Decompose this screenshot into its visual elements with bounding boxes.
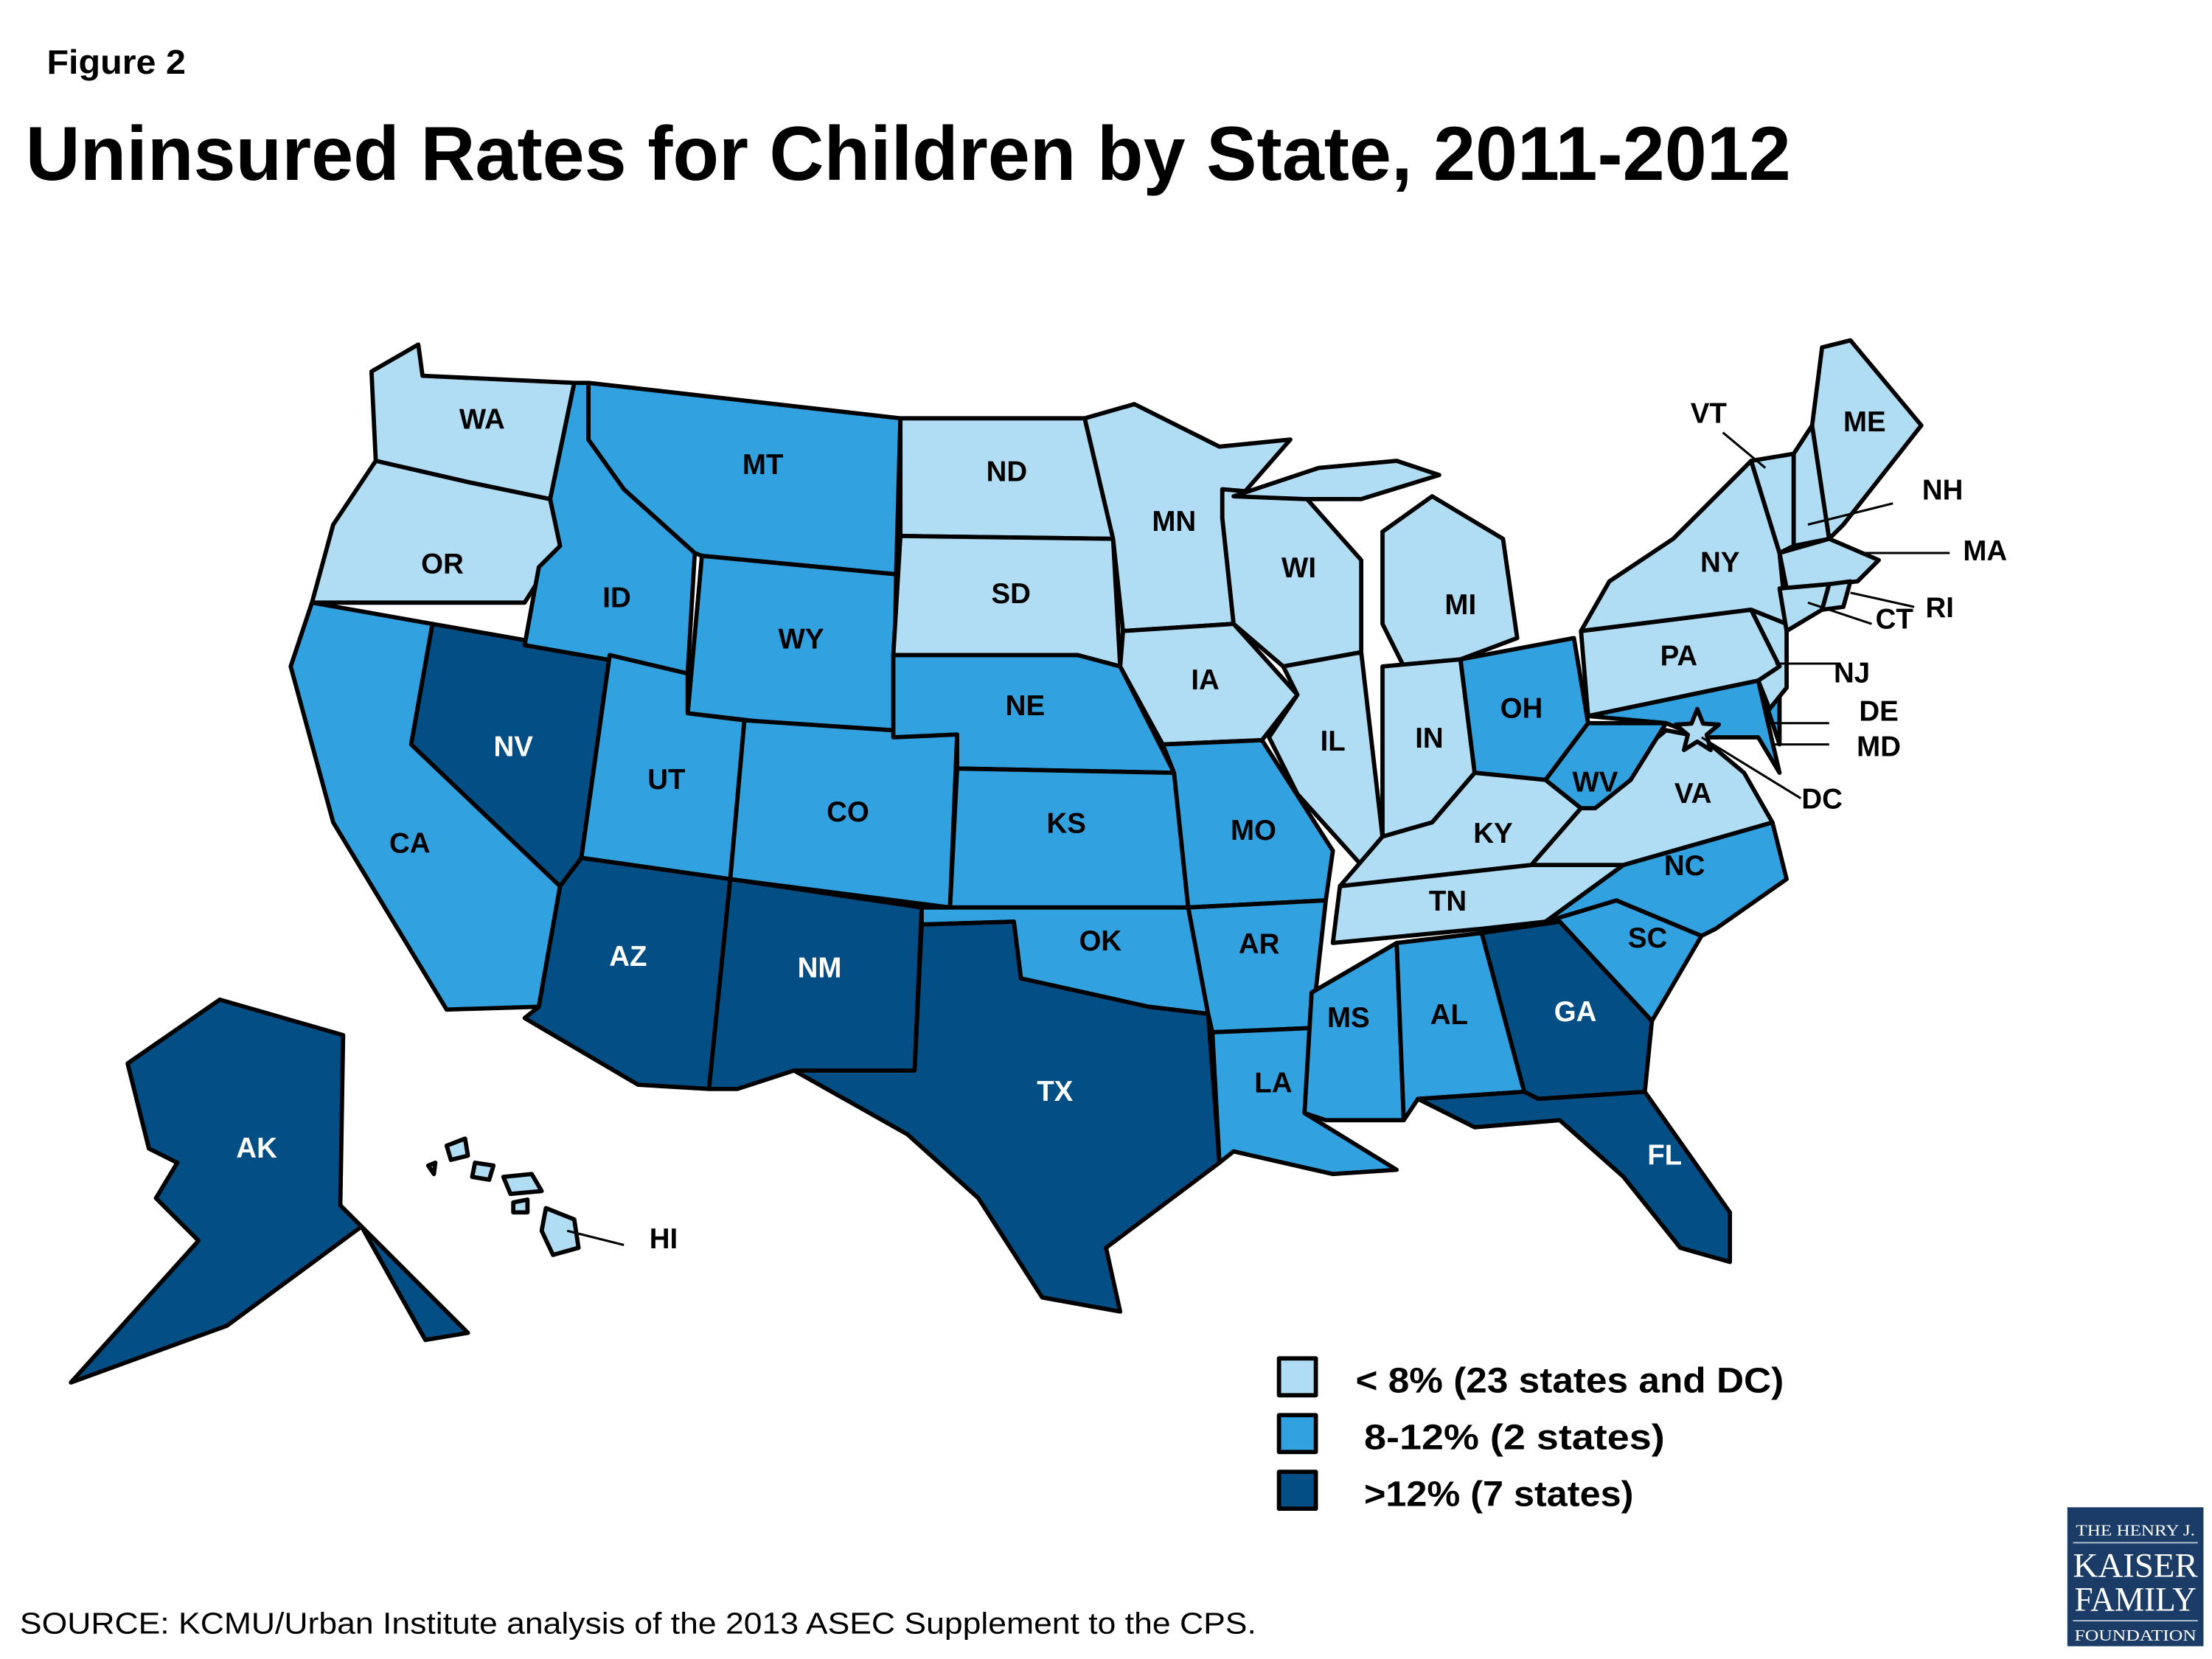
leader-line-hi bbox=[566, 1229, 625, 1246]
page-title: Uninsured Rates for Children by State, 2… bbox=[26, 111, 1791, 197]
leader-line-dc bbox=[1700, 736, 1802, 800]
state-label-ma: MA bbox=[1963, 535, 2007, 567]
state-label-ar: AR bbox=[1239, 928, 1280, 960]
state-label-ne: NE bbox=[1006, 690, 1045, 722]
state-ms bbox=[1302, 940, 1406, 1123]
state-il bbox=[1267, 650, 1385, 867]
state-label-or: OR bbox=[421, 548, 464, 580]
state-label-ms: MS bbox=[1327, 1002, 1370, 1034]
state-label-id: ID bbox=[602, 582, 630, 614]
state-label-vt: VT bbox=[1691, 398, 1728, 430]
state-label-va: VA bbox=[1674, 778, 1712, 810]
legend-label-high: >12% (7 states) bbox=[1364, 1474, 1633, 1514]
state-label-al: AL bbox=[1430, 999, 1468, 1031]
state-ar bbox=[1186, 898, 1328, 1034]
state-label-ks: KS bbox=[1046, 807, 1085, 839]
logo-text-line3: FAMILY bbox=[2074, 1581, 2196, 1618]
state-label-nm: NM bbox=[798, 953, 842, 984]
state-label-co: CO bbox=[827, 796, 869, 828]
state-label-la: LA bbox=[1254, 1067, 1292, 1099]
kff-logo: THE HENRY J. KAISER FAMILY FOUNDATION bbox=[2067, 1507, 2204, 1646]
state-dc bbox=[1673, 706, 1722, 753]
state-label-ny: NY bbox=[1700, 547, 1740, 579]
logo-text-line2: KAISER bbox=[2073, 1546, 2198, 1584]
state-label-ky: KY bbox=[1473, 818, 1513, 849]
state-label-nd: ND bbox=[987, 456, 1028, 487]
state-ny bbox=[1579, 459, 1789, 633]
state-label-mt: MT bbox=[742, 449, 784, 481]
state-hi bbox=[425, 1136, 581, 1257]
state-label-mi: MI bbox=[1444, 589, 1476, 621]
state-label-ak: AK bbox=[236, 1133, 277, 1164]
state-label-de: DE bbox=[1859, 695, 1898, 727]
state-labels: WA OR CA NV ID MT WY UT CO AZ NM ND SD NE KS OK TX MN IA MO… bbox=[236, 398, 2007, 1255]
state-label-ct: CT bbox=[1876, 603, 1914, 635]
state-label-az: AZ bbox=[609, 941, 647, 973]
state-label-ok: OK bbox=[1079, 925, 1121, 957]
state-label-me: ME bbox=[1843, 406, 1886, 438]
state-label-dc: DC bbox=[1801, 784, 1843, 815]
state-label-sc: SC bbox=[1628, 922, 1667, 954]
state-label-ia: IA bbox=[1191, 664, 1219, 696]
state-label-tn: TN bbox=[1429, 886, 1467, 917]
state-label-ca: CA bbox=[389, 827, 431, 859]
state-label-nv: NV bbox=[493, 731, 533, 763]
us-map bbox=[69, 338, 1924, 1385]
logo-text-line1: THE HENRY J. bbox=[2076, 1522, 2195, 1540]
state-tx bbox=[792, 919, 1222, 1314]
state-nm bbox=[706, 877, 924, 1091]
state-label-ri: RI bbox=[1926, 592, 1954, 624]
legend-label-low: < 8% (23 states and DC) bbox=[1355, 1360, 1784, 1400]
legend-swatch-high bbox=[1276, 1470, 1318, 1512]
state-label-ut: UT bbox=[647, 764, 686, 796]
state-label-nh: NH bbox=[1922, 474, 1964, 506]
state-label-tx: TX bbox=[1037, 1076, 1073, 1107]
state-mi bbox=[1231, 459, 1520, 669]
figure-label: Figure 2 bbox=[46, 43, 185, 81]
state-ri bbox=[1820, 579, 1853, 612]
state-label-fl: FL bbox=[1647, 1139, 1682, 1171]
state-ak bbox=[69, 997, 470, 1385]
state-label-oh: OH bbox=[1500, 693, 1543, 725]
legend-swatch-low bbox=[1276, 1356, 1318, 1398]
state-label-sd: SD bbox=[991, 578, 1030, 610]
leader-line-nh bbox=[1807, 502, 1893, 526]
logo-background bbox=[2067, 1507, 2204, 1646]
state-label-nc: NC bbox=[1664, 850, 1705, 882]
state-wv bbox=[1543, 720, 1669, 811]
state-label-wv: WV bbox=[1572, 767, 1618, 799]
legend: < 8% (23 states and DC) 8-12% (2 states)… bbox=[1276, 1356, 1784, 1514]
state-label-wi: WI bbox=[1281, 552, 1316, 584]
state-label-nj: NJ bbox=[1834, 658, 1870, 689]
legend-label-mid: 8-12% (2 states) bbox=[1364, 1417, 1665, 1457]
source-note: SOURCE: KCMU/Urban Institute analysis of… bbox=[20, 1606, 1256, 1640]
state-label-pa: PA bbox=[1660, 640, 1698, 672]
state-label-md: MD bbox=[1857, 731, 1901, 763]
state-label-wy: WY bbox=[779, 623, 824, 655]
legend-swatch-mid bbox=[1276, 1413, 1318, 1455]
logo-text-line4: FOUNDATION bbox=[2074, 1627, 2196, 1644]
state-fl bbox=[1416, 1089, 1733, 1265]
state-label-ga: GA bbox=[1554, 996, 1597, 1028]
state-label-mo: MO bbox=[1231, 815, 1276, 846]
state-label-hi: HI bbox=[650, 1223, 678, 1255]
state-label-wa: WA bbox=[459, 403, 505, 435]
leader-line-ri bbox=[1850, 591, 1915, 608]
leader-line-vt bbox=[1722, 431, 1767, 469]
state-label-in: IN bbox=[1415, 723, 1443, 754]
state-label-il: IL bbox=[1321, 726, 1346, 757]
state-ma bbox=[1777, 536, 1881, 591]
state-label-mn: MN bbox=[1152, 506, 1196, 538]
leader-line-ct bbox=[1807, 601, 1872, 625]
